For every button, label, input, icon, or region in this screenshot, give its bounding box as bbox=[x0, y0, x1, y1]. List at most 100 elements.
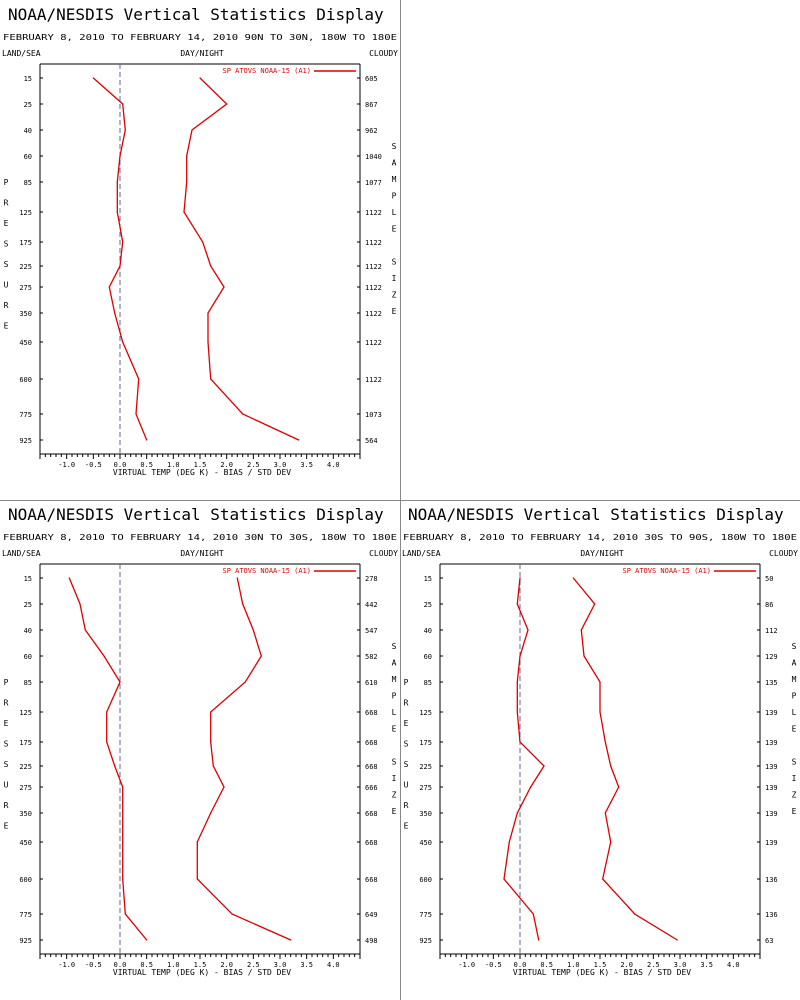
sample-size-label: 139 bbox=[765, 810, 778, 818]
pressure-level-label: 600 bbox=[19, 876, 32, 884]
x-tick-label: 2.0 bbox=[220, 461, 233, 469]
data-point-bias bbox=[146, 939, 148, 941]
data-point-std_dev bbox=[604, 741, 606, 743]
sample-size-axis-letter: E bbox=[392, 307, 397, 316]
x-axis-label: VIRTUAL TEMP (DEG K) - BIAS / STD DEV bbox=[113, 468, 291, 477]
pressure-axis-letter: S bbox=[404, 760, 409, 769]
data-point-bias bbox=[122, 786, 124, 788]
data-point-std_dev bbox=[210, 378, 212, 380]
data-point-std_dev bbox=[210, 711, 212, 713]
data-point-std_dev bbox=[604, 812, 606, 814]
sample-size-axis-letter: S bbox=[392, 258, 397, 267]
data-point-bias bbox=[122, 103, 124, 105]
sample-size-axis-letter: A bbox=[792, 659, 797, 668]
sample-size-label: 1122 bbox=[365, 209, 382, 217]
pressure-level-label: 600 bbox=[419, 876, 432, 884]
data-point-bias bbox=[119, 265, 121, 267]
pressure-level-label: 25 bbox=[24, 101, 32, 109]
pressure-level-label: 25 bbox=[24, 601, 32, 609]
data-point-std_dev bbox=[207, 341, 209, 343]
pressure-axis-letter: S bbox=[4, 760, 9, 769]
data-point-bias bbox=[122, 341, 124, 343]
pressure-axis-letter: U bbox=[404, 781, 409, 790]
pressure-axis-letter: S bbox=[4, 240, 9, 249]
x-tick-label: -1.0 bbox=[458, 961, 475, 969]
x-tick-label: 3.5 bbox=[300, 461, 313, 469]
data-point-bias bbox=[519, 577, 521, 579]
pressure-level-label: 15 bbox=[24, 575, 32, 583]
pressure-level-label: 25 bbox=[424, 601, 432, 609]
sample-size-axis-letter: S bbox=[392, 758, 397, 767]
pressure-level-label: 275 bbox=[19, 784, 32, 792]
data-point-std_dev bbox=[191, 129, 193, 131]
data-point-bias bbox=[519, 741, 521, 743]
data-point-std_dev bbox=[242, 413, 244, 415]
pressure-level-label: 85 bbox=[24, 179, 32, 187]
sample-size-label: 50 bbox=[765, 575, 773, 583]
data-point-std_dev bbox=[618, 786, 620, 788]
x-tick-label: 0.0 bbox=[514, 961, 527, 969]
chart-panel-90n-30n: NOAA/NESDIS Vertical Statistics Display F… bbox=[0, 0, 400, 500]
chart-title: NOAA/NESDIS Vertical Statistics Display bbox=[8, 505, 384, 524]
pressure-level-label: 125 bbox=[419, 709, 432, 717]
pressure-level-label: 125 bbox=[19, 709, 32, 717]
data-point-std_dev bbox=[599, 681, 601, 683]
x-tick-label: 4.0 bbox=[727, 961, 740, 969]
data-point-bias bbox=[68, 577, 70, 579]
x-tick-label: -0.5 bbox=[85, 461, 102, 469]
sample-size-axis-letter: I bbox=[792, 774, 797, 783]
x-tick-label: -1.0 bbox=[58, 961, 75, 969]
sample-size-axis-letter: E bbox=[792, 725, 797, 734]
data-point-bias bbox=[516, 812, 518, 814]
chart-subtitle: FEBRUARY 8, 2010 TO FEBRUARY 14, 2010 90… bbox=[3, 33, 397, 42]
data-point-bias bbox=[122, 241, 124, 243]
pressure-axis-letter: R bbox=[4, 801, 9, 810]
x-tick-label: 3.0 bbox=[674, 961, 687, 969]
data-point-bias bbox=[114, 765, 116, 767]
data-point-bias bbox=[124, 913, 126, 915]
pressure-level-label: 925 bbox=[19, 437, 32, 445]
x-tick-label: 4.0 bbox=[327, 961, 340, 969]
legend-label: SP ATOVS NOAA-15 (A1) bbox=[222, 67, 311, 75]
pressure-level-label: 175 bbox=[419, 739, 432, 747]
chart-subtitle: FEBRUARY 8, 2010 TO FEBRUARY 14, 2010 30… bbox=[3, 533, 397, 542]
sample-size-label: 139 bbox=[765, 739, 778, 747]
pressure-axis-letter: S bbox=[4, 260, 9, 269]
pressure-axis-letter: U bbox=[4, 781, 9, 790]
pressure-level-label: 275 bbox=[419, 784, 432, 792]
sample-size-axis-letter: I bbox=[392, 774, 397, 783]
data-point-bias bbox=[122, 878, 124, 880]
data-point-bias bbox=[106, 741, 108, 743]
sample-size-label: 1122 bbox=[365, 376, 382, 384]
sample-size-axis-letter: P bbox=[792, 692, 797, 701]
pressure-axis-letter: E bbox=[404, 822, 409, 831]
data-point-std_dev bbox=[210, 741, 212, 743]
day-night-label: DAY/NIGHT bbox=[580, 549, 624, 558]
data-point-bias bbox=[114, 312, 116, 314]
data-point-bias bbox=[538, 939, 540, 941]
pressure-axis-letter: P bbox=[4, 678, 9, 687]
cloudy-label: CLOUDY bbox=[369, 49, 398, 58]
pressure-level-label: 775 bbox=[19, 411, 32, 419]
sample-size-label: 86 bbox=[765, 601, 773, 609]
chart-svg: NOAA/NESDIS Vertical Statistics Display F… bbox=[2, 5, 398, 477]
sample-size-label: 139 bbox=[765, 784, 778, 792]
sample-size-axis-letter: E bbox=[392, 225, 397, 234]
sample-size-axis-letter: E bbox=[392, 725, 397, 734]
pressure-axis-letter: E bbox=[4, 322, 9, 331]
sample-size-label: 668 bbox=[365, 763, 378, 771]
series-line-std_dev bbox=[183, 77, 299, 441]
sample-size-axis-letter: E bbox=[792, 807, 797, 816]
x-tick-label: 1.0 bbox=[167, 961, 180, 969]
sample-size-label: 112 bbox=[765, 627, 778, 635]
pressure-level-label: 925 bbox=[19, 937, 32, 945]
sample-size-axis-letter: M bbox=[392, 175, 397, 184]
data-point-bias bbox=[106, 711, 108, 713]
sample-size-label: 605 bbox=[365, 75, 378, 83]
x-tick-label: 3.5 bbox=[300, 961, 313, 969]
data-point-std_dev bbox=[236, 577, 238, 579]
data-point-bias bbox=[508, 841, 510, 843]
data-point-bias bbox=[122, 841, 124, 843]
sample-size-label: 582 bbox=[365, 653, 378, 661]
pressure-level-label: 40 bbox=[24, 127, 32, 135]
